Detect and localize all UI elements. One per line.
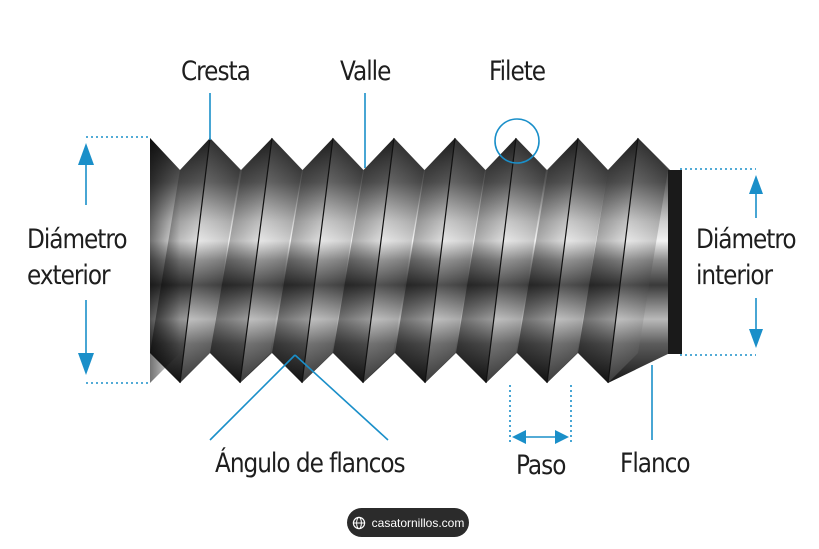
- thread-flank: [486, 138, 546, 383]
- arrow-up-icon: [749, 175, 763, 194]
- crest-line: [485, 137, 517, 384]
- label-cresta: Cresta: [181, 56, 251, 87]
- thread-flank: [395, 138, 455, 383]
- arrow-up-icon: [78, 143, 94, 165]
- thread-flank: [272, 138, 333, 383]
- label-paso: Paso: [516, 450, 566, 481]
- crest-line: [607, 137, 639, 384]
- thread-flank: [456, 138, 516, 383]
- annotation-arrowheads: [78, 143, 763, 444]
- label-valle: Valle: [340, 56, 391, 87]
- thread-flank: [517, 138, 578, 383]
- crest-line: [424, 137, 456, 384]
- thread-flank: [240, 138, 302, 383]
- globe-icon: [352, 516, 365, 529]
- label-angulo-de-flancos: Ángulo de flancos: [215, 448, 406, 479]
- thread-flank: [425, 138, 485, 383]
- arrow-down-icon: [78, 353, 94, 375]
- crest-line: [362, 137, 395, 384]
- thread-flank: [210, 138, 272, 383]
- threaded-rod: [150, 137, 682, 384]
- source-badge-text: casatornillos.com: [371, 515, 465, 530]
- label-flanco: Flanco: [620, 448, 691, 479]
- source-badge[interactable]: casatornillos.com: [347, 508, 469, 537]
- thread-flank: [547, 138, 608, 383]
- label-filete: Filete: [489, 56, 546, 87]
- crest-line: [301, 137, 334, 384]
- thread-flank: [180, 138, 240, 383]
- label-diametro-interior-line2: interior: [696, 260, 773, 291]
- crest-line: [239, 137, 273, 384]
- label-diametro-interior-line1: Diámetro: [696, 224, 797, 255]
- arrow-right-icon: [555, 430, 569, 444]
- crest-line: [179, 137, 211, 384]
- thread-flank: [608, 138, 668, 383]
- annotation-lines: [85, 93, 757, 445]
- thread-flank: [302, 138, 363, 383]
- label-diametro-exterior-line1: Diámetro: [27, 224, 128, 255]
- thread-flank: [333, 138, 394, 383]
- rod-right-end: [668, 170, 682, 354]
- thread-flank: [363, 138, 424, 383]
- arrow-left-icon: [512, 430, 526, 444]
- thread-flank: [578, 138, 638, 383]
- label-diametro-exterior-line2: exterior: [27, 260, 111, 291]
- thread-flank: [150, 138, 210, 383]
- arrow-down-icon: [749, 329, 763, 348]
- crest-line: [546, 137, 579, 384]
